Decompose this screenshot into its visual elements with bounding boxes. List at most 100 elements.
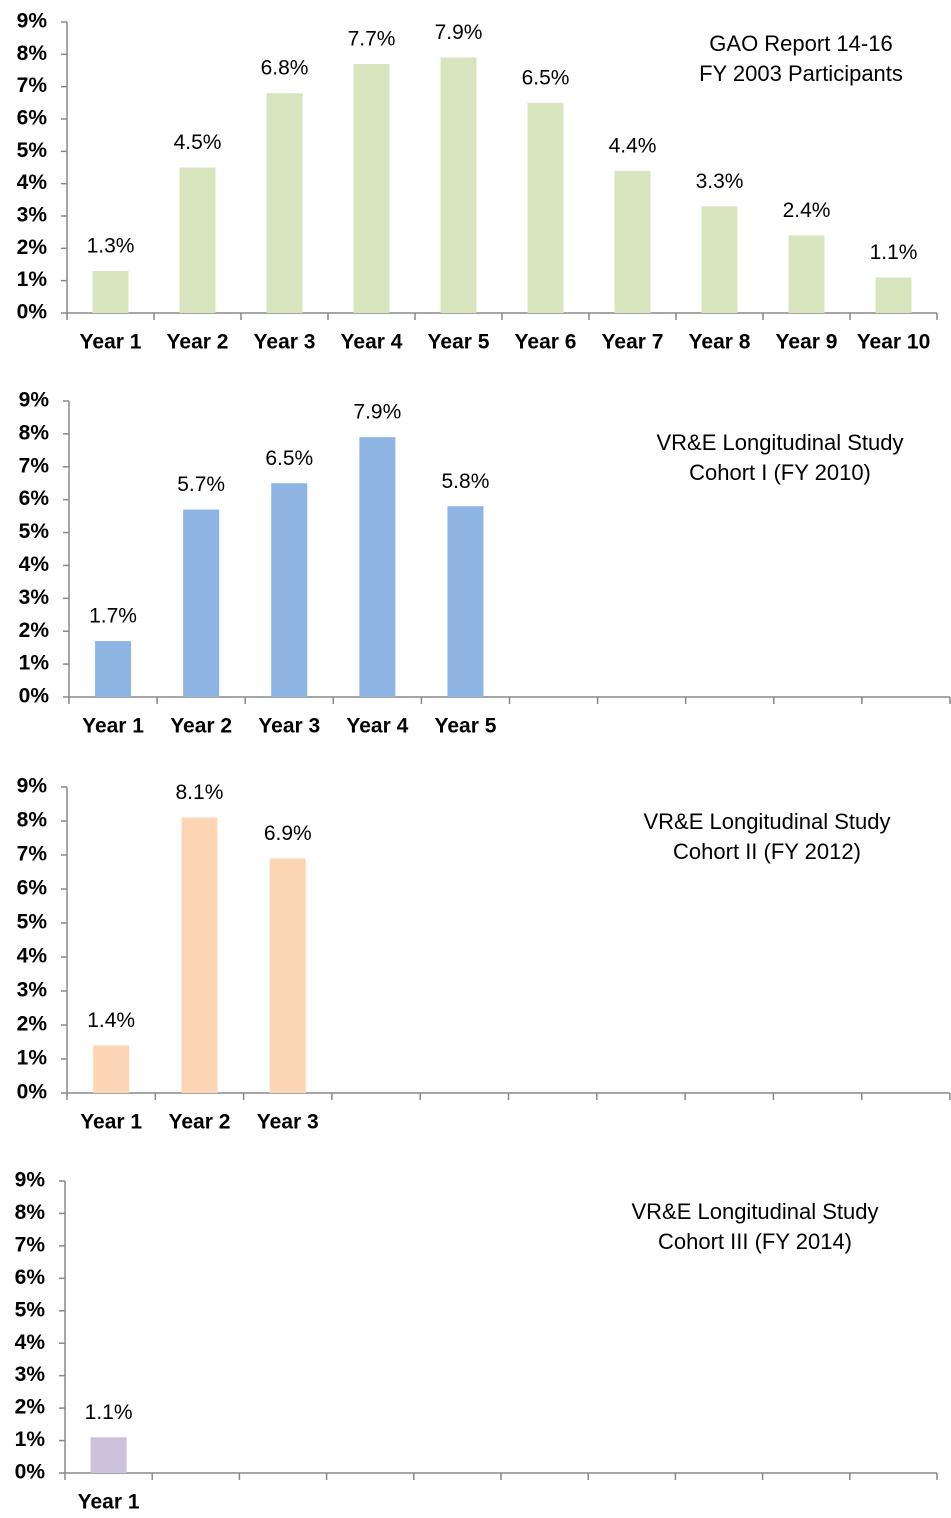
x-tick-label: Year 1 bbox=[78, 1491, 140, 1514]
x-tick-label: Year 6 bbox=[515, 331, 577, 354]
y-tick-label: 1% bbox=[17, 268, 48, 291]
bar bbox=[875, 277, 912, 313]
x-tick-label: Year 10 bbox=[857, 331, 931, 354]
bar bbox=[527, 102, 564, 313]
x-tick-label: Year 2 bbox=[168, 1111, 230, 1134]
y-tick-label: 9% bbox=[17, 775, 48, 798]
bar bbox=[179, 167, 216, 313]
x-tick-label: Year 3 bbox=[254, 331, 316, 354]
y-tick-label: 4% bbox=[17, 171, 48, 194]
data-label: 6.9% bbox=[264, 822, 312, 845]
data-label: 4.4% bbox=[609, 134, 657, 157]
data-label: 7.7% bbox=[348, 28, 396, 51]
y-tick-label: 3% bbox=[17, 204, 48, 227]
data-label: 6.5% bbox=[522, 66, 570, 89]
y-tick-label: 2% bbox=[17, 236, 48, 259]
y-tick-label: 1% bbox=[19, 652, 50, 675]
y-tick-label: 1% bbox=[15, 1428, 46, 1451]
x-tick-label: Year 5 bbox=[434, 715, 496, 738]
data-label: 1.4% bbox=[87, 1009, 135, 1032]
y-tick-label: 9% bbox=[15, 1169, 46, 1192]
y-tick-label: 5% bbox=[17, 139, 48, 162]
bar bbox=[95, 641, 132, 697]
y-tick-label: 8% bbox=[17, 809, 48, 832]
y-tick-label: 2% bbox=[17, 1013, 48, 1036]
data-label: 5.8% bbox=[442, 470, 490, 493]
data-label: 4.5% bbox=[174, 131, 222, 154]
y-tick-label: 9% bbox=[19, 389, 50, 412]
y-tick-label: 4% bbox=[15, 1331, 46, 1354]
y-tick-label: 0% bbox=[19, 685, 50, 708]
x-tick-label: Year 2 bbox=[170, 715, 232, 738]
y-tick-label: 3% bbox=[15, 1363, 46, 1386]
y-tick-label: 8% bbox=[17, 42, 48, 65]
y-tick-label: 2% bbox=[15, 1396, 46, 1419]
chart-title: FY 2003 Participants bbox=[699, 61, 903, 86]
data-label: 1.7% bbox=[89, 605, 137, 628]
data-label: 6.5% bbox=[265, 447, 313, 470]
y-tick-label: 7% bbox=[15, 1233, 46, 1256]
bar bbox=[359, 437, 396, 697]
x-tick-label: Year 3 bbox=[257, 1111, 319, 1134]
data-label: 6.8% bbox=[261, 57, 309, 80]
y-tick-label: 7% bbox=[19, 454, 50, 477]
bar bbox=[271, 483, 308, 697]
x-tick-label: Year 1 bbox=[82, 715, 144, 738]
y-tick-label: 1% bbox=[17, 1047, 48, 1070]
y-tick-label: 8% bbox=[15, 1201, 46, 1224]
bar bbox=[440, 57, 477, 313]
chart-title: Cohort I (FY 2010) bbox=[689, 460, 871, 485]
bar bbox=[447, 506, 484, 697]
y-tick-label: 6% bbox=[19, 487, 50, 510]
y-tick-label: 7% bbox=[17, 74, 48, 97]
chart-title: VR&E Longitudinal Study bbox=[656, 430, 903, 455]
data-label: 1.1% bbox=[85, 1401, 133, 1424]
x-tick-label: Year 4 bbox=[346, 715, 408, 738]
chart-title: VR&E Longitudinal Study bbox=[643, 809, 890, 834]
y-tick-label: 8% bbox=[19, 421, 50, 444]
chart-title: Cohort II (FY 2012) bbox=[673, 839, 861, 864]
y-tick-label: 6% bbox=[15, 1266, 46, 1289]
data-label: 7.9% bbox=[435, 21, 483, 44]
y-tick-label: 7% bbox=[17, 843, 48, 866]
data-label: 5.7% bbox=[177, 473, 225, 496]
y-tick-label: 2% bbox=[19, 619, 50, 642]
x-tick-label: Year 9 bbox=[776, 331, 838, 354]
y-tick-label: 0% bbox=[15, 1461, 46, 1484]
chart-title: Cohort III (FY 2014) bbox=[658, 1229, 852, 1254]
bar bbox=[93, 1045, 130, 1093]
x-tick-label: Year 1 bbox=[80, 1111, 142, 1134]
chart-title: GAO Report 14-16 bbox=[709, 31, 892, 56]
x-tick-label: Year 5 bbox=[428, 331, 490, 354]
bar bbox=[183, 509, 220, 697]
bar bbox=[353, 64, 390, 314]
y-tick-label: 5% bbox=[19, 520, 50, 543]
data-label: 3.3% bbox=[696, 170, 744, 193]
data-label: 2.4% bbox=[783, 199, 831, 222]
bar bbox=[266, 93, 303, 313]
y-tick-label: 5% bbox=[15, 1298, 46, 1321]
data-label: 1.1% bbox=[870, 241, 918, 264]
bar bbox=[92, 270, 129, 313]
y-tick-label: 9% bbox=[17, 10, 48, 33]
x-tick-label: Year 3 bbox=[258, 715, 320, 738]
x-tick-label: Year 7 bbox=[602, 331, 664, 354]
x-tick-label: Year 4 bbox=[341, 331, 403, 354]
bar bbox=[788, 235, 825, 313]
y-tick-label: 5% bbox=[17, 911, 48, 934]
y-tick-label: 4% bbox=[17, 945, 48, 968]
bar bbox=[90, 1437, 127, 1473]
data-label: 8.1% bbox=[176, 781, 224, 804]
x-tick-label: Year 8 bbox=[689, 331, 751, 354]
y-tick-label: 3% bbox=[17, 979, 48, 1002]
y-tick-label: 0% bbox=[17, 1081, 48, 1104]
x-tick-label: Year 2 bbox=[167, 331, 229, 354]
data-label: 1.3% bbox=[87, 235, 135, 258]
x-tick-label: Year 1 bbox=[80, 331, 142, 354]
bar bbox=[181, 817, 218, 1093]
data-label: 7.9% bbox=[353, 401, 401, 424]
bar bbox=[269, 858, 306, 1093]
y-tick-label: 6% bbox=[17, 877, 48, 900]
y-tick-label: 6% bbox=[17, 107, 48, 130]
